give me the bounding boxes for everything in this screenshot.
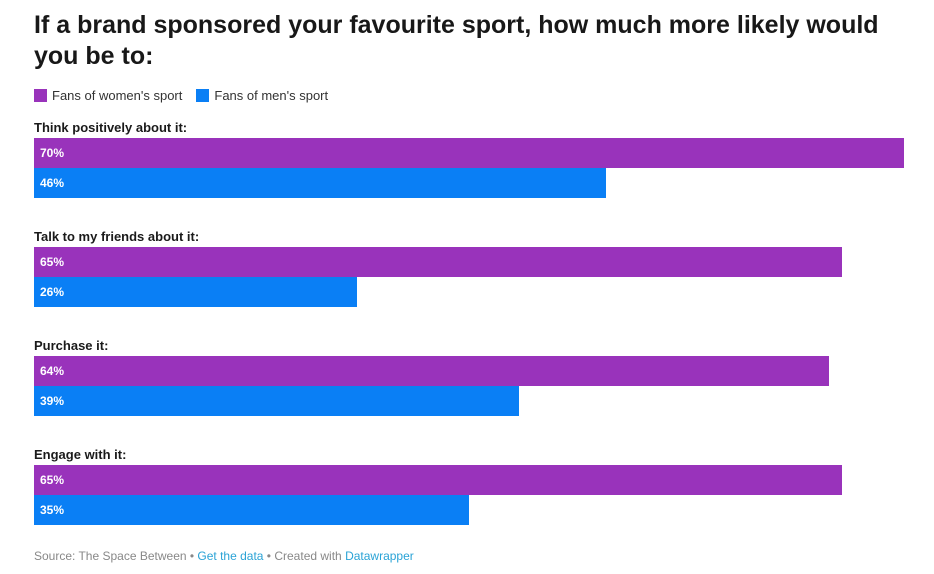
bar-women — [34, 247, 842, 277]
bar-men — [34, 168, 606, 198]
bar-men — [34, 386, 519, 416]
bar-women — [34, 465, 842, 495]
legend-swatch-women — [34, 88, 47, 102]
category-label: Think positively about it: — [34, 120, 188, 135]
chart-title: If a brand sponsored your favourite spor… — [34, 11, 879, 70]
bar-value-label: 70% — [40, 146, 65, 160]
bar-value-label: 64% — [40, 364, 65, 378]
bar-men — [34, 277, 357, 307]
get-the-data-link[interactable]: Get the data — [197, 549, 264, 563]
legend-label-men: Fans of men's sport — [214, 87, 329, 103]
category-label: Purchase it: — [34, 338, 109, 353]
legend-item-men: Fans of men's sport — [196, 88, 328, 103]
footer-separator: • — [263, 549, 275, 563]
category-label: Talk to my friends about it: — [34, 229, 200, 244]
bar-men — [34, 495, 469, 525]
created-with-text: Created with — [274, 549, 342, 563]
bar-value-label: 39% — [40, 394, 65, 408]
bar-women — [34, 356, 829, 386]
bar-value-label: 65% — [40, 473, 65, 487]
source-text: Source: The Space Between — [34, 549, 187, 563]
legend-swatch-men — [196, 88, 210, 102]
legend-label-women: Fans of women's sport — [52, 87, 183, 103]
legend-item-women: Fans of women's sport — [34, 88, 182, 103]
legend: Fans of women's sport Fans of men's spor… — [34, 86, 342, 104]
bar-value-label: 35% — [40, 503, 65, 517]
bar-value-label: 46% — [40, 176, 65, 190]
datawrapper-link[interactable]: Datawrapper — [345, 549, 414, 563]
footer-separator: • — [186, 549, 198, 563]
bar-value-label: 26% — [40, 285, 65, 299]
bar-value-label: 65% — [40, 255, 65, 269]
chart-footer: Source: The Space Between • Get the data… — [34, 549, 414, 563]
bar-women — [34, 138, 904, 168]
category-label: Engage with it: — [34, 447, 127, 462]
